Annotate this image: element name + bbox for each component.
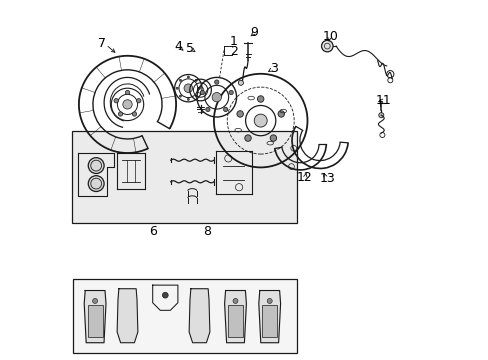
Text: 3: 3 (269, 62, 277, 75)
Circle shape (238, 80, 243, 85)
Circle shape (200, 90, 204, 95)
Circle shape (88, 158, 104, 174)
Circle shape (187, 76, 189, 78)
Circle shape (198, 87, 200, 89)
Circle shape (114, 99, 118, 103)
Circle shape (232, 298, 238, 303)
Circle shape (378, 113, 383, 118)
Polygon shape (262, 305, 277, 337)
Polygon shape (224, 291, 246, 343)
Circle shape (195, 95, 197, 97)
Circle shape (176, 87, 178, 89)
Circle shape (257, 96, 264, 102)
Circle shape (244, 135, 251, 141)
Text: 7: 7 (98, 37, 106, 50)
Circle shape (187, 98, 189, 100)
Text: 1: 1 (229, 35, 237, 48)
Text: 12: 12 (297, 171, 312, 184)
Text: 5: 5 (186, 42, 194, 55)
Circle shape (136, 99, 141, 103)
Polygon shape (227, 305, 243, 337)
Circle shape (278, 111, 284, 117)
Circle shape (236, 111, 243, 117)
Circle shape (223, 107, 227, 112)
Text: 11: 11 (374, 94, 390, 107)
Circle shape (195, 79, 197, 81)
Polygon shape (87, 305, 102, 337)
Circle shape (88, 176, 104, 192)
Circle shape (269, 135, 276, 141)
Circle shape (162, 292, 168, 298)
Circle shape (183, 84, 192, 93)
Text: 9: 9 (250, 26, 258, 39)
Circle shape (254, 114, 266, 127)
Circle shape (125, 90, 129, 95)
Bar (73, 279, 296, 353)
Circle shape (132, 112, 136, 116)
Circle shape (212, 93, 221, 102)
Text: 13: 13 (319, 172, 334, 185)
Polygon shape (117, 289, 138, 343)
Circle shape (118, 112, 122, 116)
Circle shape (321, 40, 332, 52)
Circle shape (228, 90, 233, 95)
Circle shape (179, 95, 181, 97)
Text: 8: 8 (203, 225, 210, 238)
Circle shape (179, 79, 181, 81)
Polygon shape (189, 289, 209, 343)
Polygon shape (84, 291, 106, 343)
Polygon shape (258, 291, 280, 343)
Circle shape (122, 100, 132, 109)
Bar (72, 131, 296, 223)
Text: 4: 4 (174, 40, 182, 53)
Circle shape (214, 80, 219, 84)
Circle shape (92, 298, 98, 303)
Text: 6: 6 (148, 225, 156, 238)
Text: 10: 10 (322, 30, 337, 42)
Circle shape (266, 298, 272, 303)
Circle shape (205, 107, 210, 112)
Text: 2: 2 (229, 45, 237, 58)
